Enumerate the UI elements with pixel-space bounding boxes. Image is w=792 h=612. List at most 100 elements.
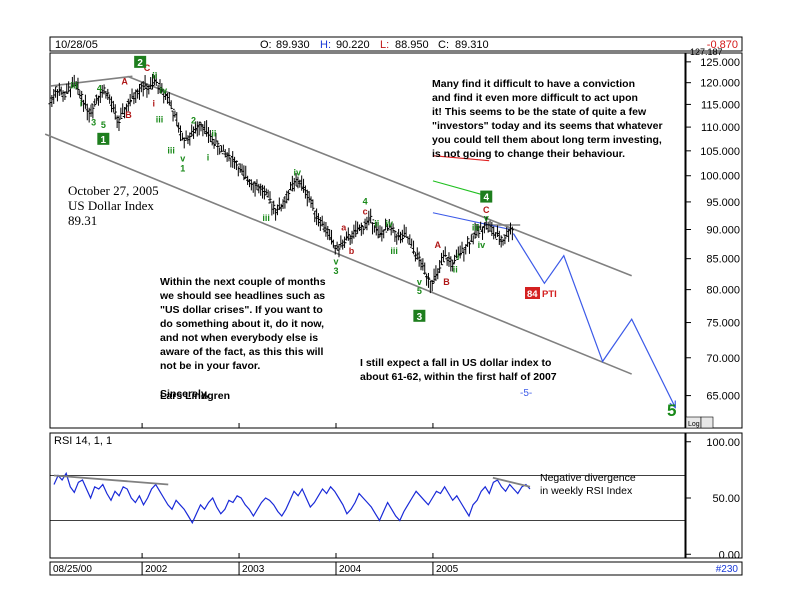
rsi-note-line: Negative divergence (540, 472, 636, 484)
rsi-line (53, 471, 531, 525)
commentary-right-line: you could tell them about long term inve… (432, 134, 662, 146)
commentary-left-line: aware of the fact, as this this will (160, 346, 323, 358)
rsi-divergence-line (492, 476, 531, 488)
wave-label: 5 (101, 120, 106, 130)
wave-label: i (207, 153, 210, 163)
commentary-left-line: and not when everybody else is (160, 332, 318, 344)
price-tick-label: 70.000 (706, 353, 740, 365)
wave-label: 3 (333, 266, 338, 276)
commentary-left-line: Within the next couple of months (160, 276, 326, 288)
wave-label: iv (478, 240, 486, 250)
wave-label: 3 (91, 118, 96, 128)
wave-label: iii (472, 223, 480, 233)
commentary-left-line: not be in your favor. (160, 360, 260, 372)
wave-label: ii (211, 128, 216, 138)
header-bar: 10/28/05 O: 89.930 H: 90.220 L: 88.950 C… (49, 36, 743, 52)
wave-label: iv (160, 85, 168, 95)
commentary-right-line: it! This seems to be the state of quite … (432, 106, 647, 118)
commentary-left-line: we should see headlines such as (159, 290, 325, 302)
wave-label: iv (386, 219, 394, 229)
year-label: 2005 (436, 564, 459, 575)
wave-label: ii (152, 70, 157, 80)
channel-upper-line (127, 75, 632, 277)
close-label: C: (438, 39, 449, 51)
title-instrument: US Dollar Index (68, 198, 154, 213)
wave-label: iii (262, 213, 270, 223)
title-block: October 27, 2005 US Dollar Index 89.31 (68, 183, 159, 228)
wave-label: ii (374, 219, 379, 229)
rsi-axis (685, 432, 743, 559)
wave-box-label: 3 (417, 312, 423, 323)
price-tick-label: 115.000 (701, 99, 740, 111)
top-right-value: 127.187 (690, 47, 723, 57)
low-label: L: (380, 39, 389, 51)
wave-label: C (483, 205, 490, 215)
signature: Lars Lindgren (160, 390, 230, 402)
sincerely: Sincerely, (160, 388, 209, 400)
close-value: 89.310 (455, 39, 489, 51)
commentary-right-line: is not going to change their behaviour. (432, 148, 625, 160)
rsi-panel: RSI 14, 1, 1 0.00 50.00 100.00 Negative di… (49, 432, 743, 561)
forecast-line: I still expect a fall in US dollar index… (360, 357, 551, 369)
wave-box-label: 2 (137, 58, 143, 69)
commentary-right-line: and find it even more difficult to act u… (432, 92, 638, 104)
wave-box (413, 309, 426, 322)
commentary-right-line: Many find it difficult to have a convict… (432, 78, 635, 90)
rsi-label: RSI 14, 1, 1 (54, 435, 112, 447)
wave-label: 4 (363, 197, 368, 207)
price-tick-label: 85.000 (706, 254, 740, 266)
wave-label: B (443, 277, 450, 287)
wave-label: iii (390, 246, 398, 256)
wave-label: v (417, 277, 422, 287)
wave-box-label: 4 (483, 193, 489, 204)
price-tick-label: 110.000 (701, 122, 740, 134)
price-tick-label: 120.000 (700, 78, 740, 90)
time-axis: 08/25/00 2002 2003 2004 2005 #230 (49, 423, 743, 576)
wave-label: iii (156, 114, 164, 124)
start-date: 08/25/00 (53, 564, 92, 575)
wave-label: iv (293, 168, 301, 178)
price-tick-label: 95.000 (706, 197, 740, 209)
forecast-arrowhead (669, 400, 676, 409)
price-tick-label: 80.000 (706, 285, 740, 297)
year-label: 2004 (339, 564, 362, 575)
log-label: Log (688, 421, 700, 428)
commentary-right-line: "investors" today and its seems that wha… (432, 120, 663, 132)
wave-label: i (457, 252, 460, 262)
wave-box (480, 190, 493, 203)
forecast-path (512, 233, 676, 408)
wave-box (134, 55, 147, 68)
commentary-left: Within the next couple of months we shou… (159, 276, 326, 402)
price-tick-label: 125.000 (700, 57, 740, 69)
wave-label: i (80, 99, 83, 109)
year-label: 2003 (242, 564, 265, 575)
pti-label: PTI (542, 289, 557, 300)
rsi-tick-label: 0.00 (719, 549, 740, 561)
forecast-commentary: I still expect a fall in US dollar index… (360, 357, 676, 420)
wave-label: 2 (191, 115, 196, 125)
title-date: October 27, 2005 (68, 183, 159, 198)
pti-box (525, 287, 540, 299)
wave-label: 5 (417, 286, 422, 296)
price-axis (685, 52, 743, 429)
wave-label: ii (453, 265, 458, 275)
grid-toggle[interactable] (700, 416, 714, 429)
rsi-tick-label: 50.00 (712, 493, 740, 505)
price-tick-label: 90.000 (706, 225, 740, 237)
projection-line (432, 180, 490, 198)
wave-label: c (363, 206, 368, 216)
header-date: 10/28/05 (55, 39, 98, 51)
high-label: H: (320, 39, 331, 51)
price-tick-label: 65.000 (706, 391, 740, 403)
wave-label: iii (70, 81, 78, 91)
wave-label: v (333, 257, 338, 267)
price-tick-label: 100.000 (700, 171, 740, 183)
rsi-tick-label: 100.00 (706, 437, 740, 449)
commentary-right: Many find it difficult to have a convict… (432, 78, 663, 160)
price-tick-label: 105.000 (700, 146, 740, 158)
price-tick-label: 75.000 (706, 318, 740, 330)
bar-count: #230 (716, 564, 739, 575)
wave-label: A (435, 240, 442, 250)
